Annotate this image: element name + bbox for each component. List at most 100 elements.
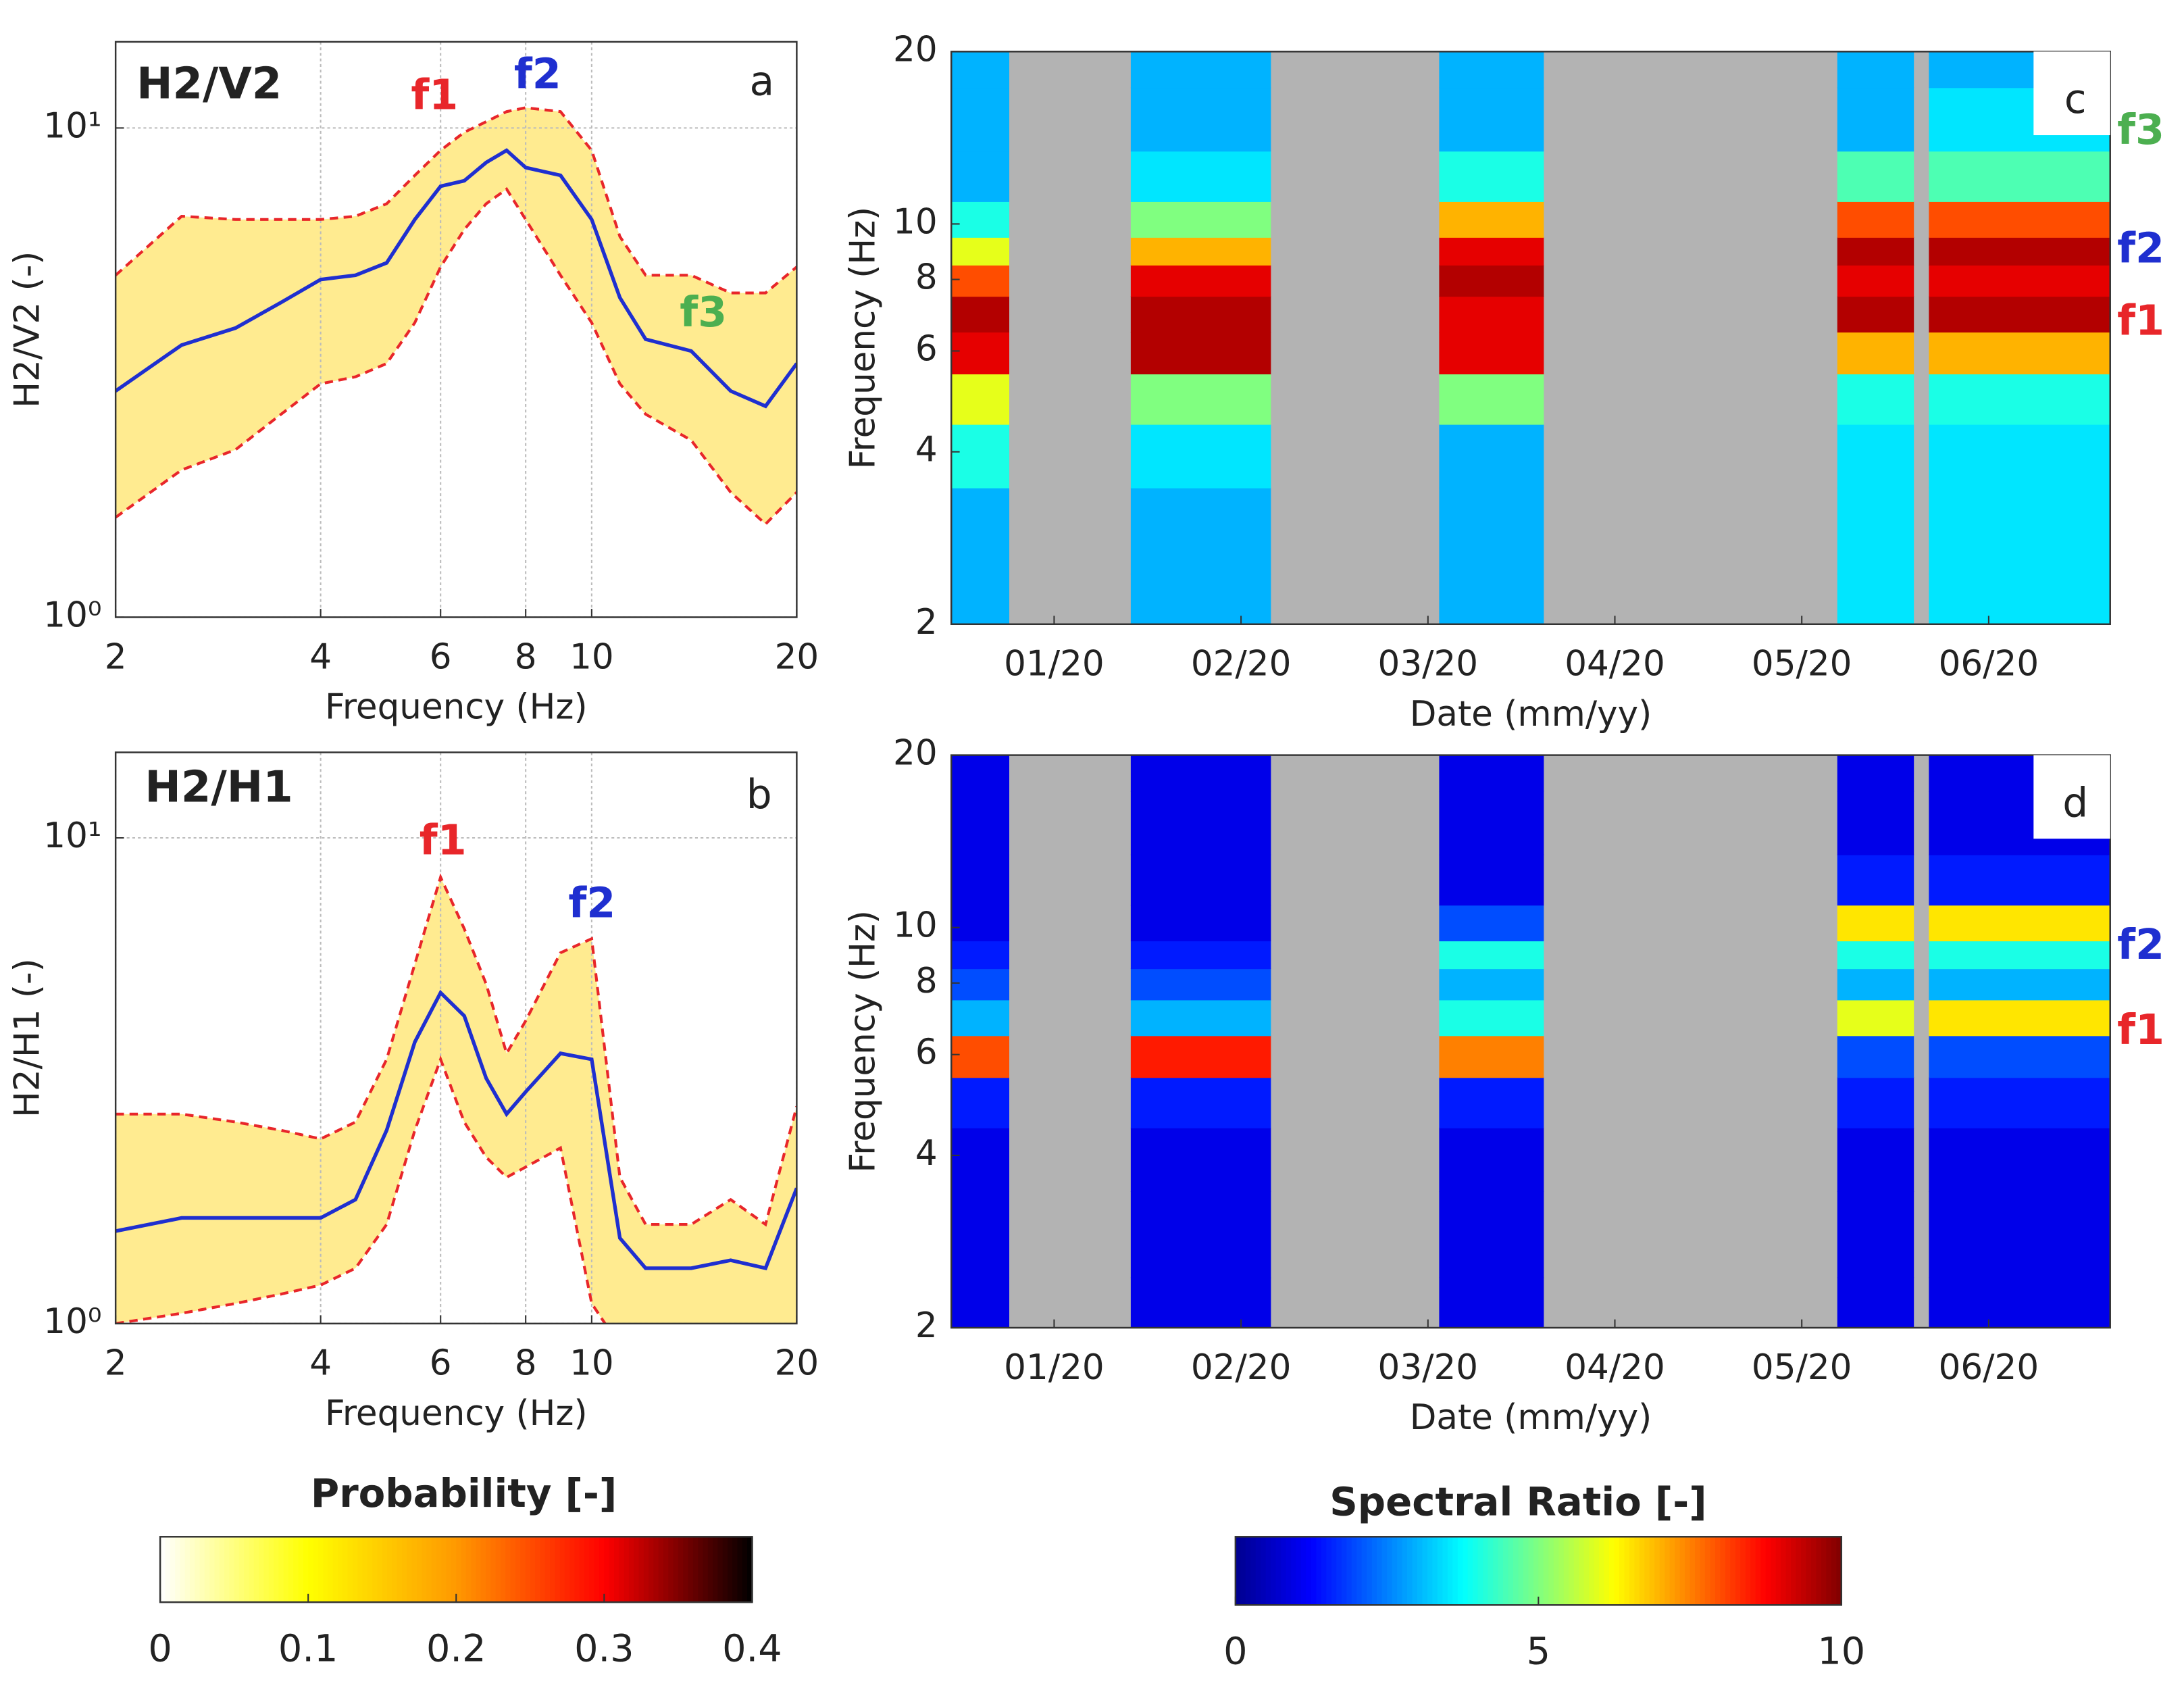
colorbar-strip: [476, 1537, 482, 1603]
y-tick-label: 10: [893, 905, 938, 946]
colorbar-strip: [1594, 1537, 1600, 1605]
heat-cell: [951, 1035, 1010, 1078]
colorbar-strip: [278, 1537, 284, 1603]
heat-cell: [1130, 1277, 1271, 1328]
colorbar-strip: [673, 1537, 680, 1603]
colorbar-strip: [634, 1537, 640, 1603]
colorbar-strip: [1690, 1537, 1696, 1605]
colorbar-strip: [1498, 1537, 1504, 1605]
heat-cell: [1837, 51, 1914, 89]
colorbar-strip: [1806, 1537, 1812, 1605]
y-tick-label: 4: [915, 430, 938, 470]
colorbar-strip: [1619, 1537, 1625, 1605]
heat-cell: [1837, 1077, 1914, 1128]
colorbar-strip: [1301, 1537, 1307, 1605]
x-axis-label: Date (mm/yy): [1410, 694, 1652, 734]
colorbar-strip: [308, 1537, 314, 1603]
colorbar-strip: [441, 1537, 447, 1603]
colorbar-strip: [1291, 1537, 1297, 1605]
colorbar-strip: [1543, 1537, 1550, 1605]
heat-cell: [951, 296, 1010, 333]
heat-cell: [1439, 373, 1544, 425]
heat-cell: [1439, 1077, 1544, 1128]
colorbar-strip: [298, 1537, 305, 1603]
colorbar-strip: [1477, 1537, 1484, 1605]
x-tick-label: 05/20: [1752, 1347, 1852, 1388]
colorbar-strip: [1720, 1537, 1727, 1605]
heat-cell: [1130, 1077, 1271, 1128]
colorbar-tick-label: 0.1: [278, 1626, 338, 1670]
heat-cell: [1130, 791, 1271, 855]
colorbar-strip: [1417, 1537, 1423, 1605]
colorbar-strip: [1548, 1537, 1554, 1605]
colorbar-strip: [530, 1537, 536, 1603]
colorbar-strip: [1255, 1537, 1262, 1605]
colorbar-strip: [342, 1537, 349, 1603]
colorbar-strip: [732, 1537, 738, 1603]
colorbar-strip: [535, 1537, 541, 1603]
colorbar-strip: [1452, 1537, 1458, 1605]
colorbar-strip: [540, 1537, 546, 1603]
colorbar-strip: [244, 1537, 250, 1603]
heat-cell: [951, 1127, 1010, 1192]
heat-cell: [1439, 332, 1544, 375]
colorbar-strip: [426, 1537, 432, 1603]
colorbar-strip: [352, 1537, 359, 1603]
heat-cell: [951, 1277, 1010, 1328]
y-tick-label: 20: [893, 733, 938, 774]
colorbar-strip: [1816, 1537, 1823, 1605]
colorbar-strip: [692, 1537, 699, 1603]
heat-cell: [951, 905, 1010, 942]
letter-box: [2033, 755, 2110, 839]
colorbar-strip: [1381, 1537, 1388, 1605]
colorbar-strip: [1367, 1537, 1373, 1605]
heat-cell: [951, 424, 1010, 489]
heat-cell: [1130, 264, 1271, 297]
colorbar-strip: [505, 1537, 511, 1603]
plot-frame: [114, 751, 798, 1325]
panel-letter: a: [750, 58, 775, 105]
colorbar-strip: [613, 1537, 620, 1603]
colorbar-strip: [1740, 1537, 1747, 1605]
annotation: f1: [420, 816, 467, 865]
annotation: f1: [411, 70, 458, 119]
colorbar-strip: [1679, 1537, 1686, 1605]
colorbar-strip: [328, 1537, 334, 1603]
colorbar-title: Probability [-]: [311, 1470, 617, 1516]
colorbar-strip: [313, 1537, 320, 1603]
colorbar-strip: [422, 1537, 428, 1603]
colorbar-strip: [209, 1537, 215, 1603]
heat-cell: [1929, 373, 2110, 425]
colorbar-strip: [234, 1537, 240, 1603]
colorbar-tick-label: 5: [1527, 1630, 1550, 1674]
colorbar-strip: [411, 1537, 418, 1603]
colorbar-strip: [451, 1537, 457, 1603]
colorbar-strip: [599, 1537, 605, 1603]
colorbar-strip: [1810, 1537, 1817, 1605]
colorbar-strip: [219, 1537, 226, 1603]
heat-cell: [951, 999, 1010, 1037]
colorbar-strip: [1296, 1537, 1302, 1605]
heat-cell: [951, 373, 1010, 425]
x-axis-label: Date (mm/yy): [1410, 1397, 1652, 1438]
colorbar-strip: [189, 1537, 196, 1603]
percentile-line: [116, 186, 797, 526]
colorbar-strip: [338, 1537, 344, 1603]
x-tick-label: 2: [105, 1343, 127, 1384]
colorbar-strip: [1397, 1537, 1403, 1605]
colorbar-tick-label: 0.4: [722, 1626, 782, 1670]
colorbar-strip: [500, 1537, 507, 1603]
colorbar-strip: [175, 1537, 181, 1603]
heat-cell: [1929, 905, 2110, 942]
heat-cell: [1837, 332, 1914, 375]
colorbar-strip: [1781, 1537, 1787, 1605]
colorbar-strip: [1796, 1537, 1802, 1605]
heat-cell: [1837, 236, 1914, 266]
colorbar-strip: [1402, 1537, 1408, 1605]
colorbar-strip: [1704, 1537, 1711, 1605]
colorbar-strip: [323, 1537, 329, 1603]
percentile-line: [116, 106, 797, 295]
panel-letter: b: [746, 772, 772, 818]
colorbar-strip: [515, 1537, 522, 1603]
